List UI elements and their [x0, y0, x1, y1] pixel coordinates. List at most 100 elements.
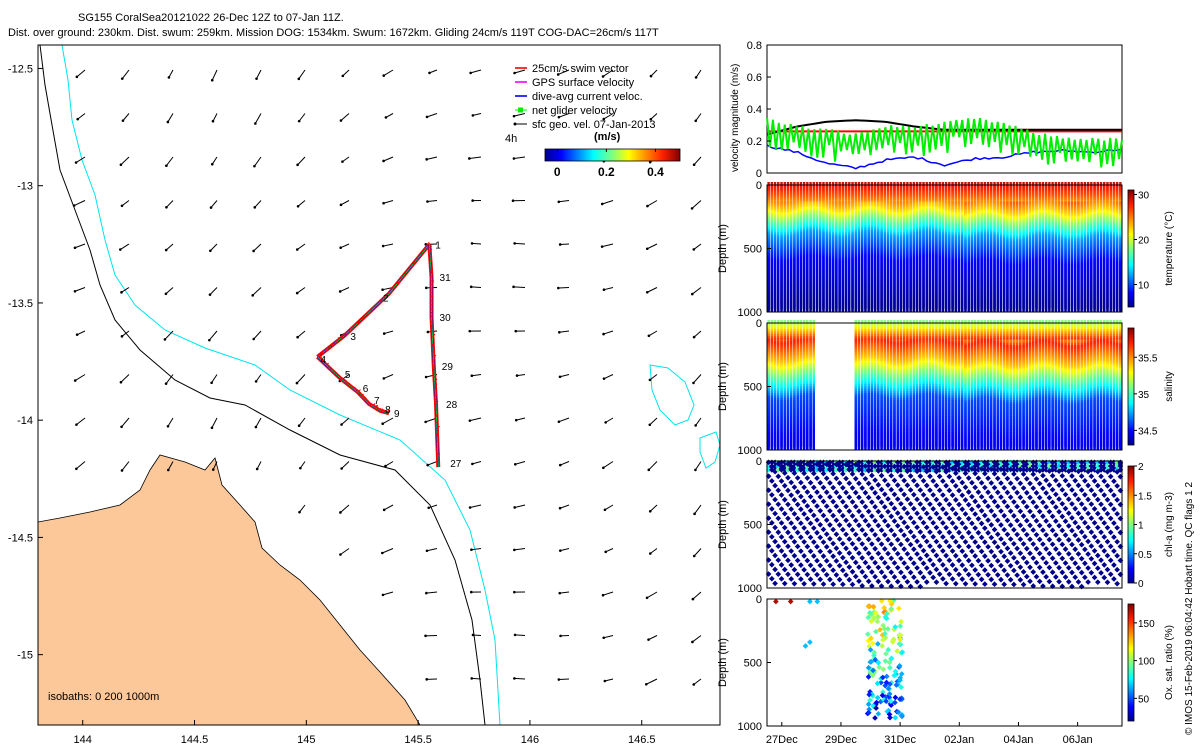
swim-vector-tick — [327, 346, 332, 349]
swim-vector-tick — [404, 271, 407, 274]
geo-velocity-arrow — [425, 113, 438, 119]
geo-velocity-arrow — [164, 243, 174, 252]
geo-velocity-arrow — [210, 374, 218, 385]
geo-velocity-arrow — [339, 548, 350, 556]
velocity-series-dive-avg-current — [766, 144, 1123, 170]
swim-vector-tick — [383, 409, 386, 413]
geo-velocity-arrow — [252, 330, 262, 341]
section-sample — [896, 306, 899, 313]
geo-velocity-arrow — [647, 330, 658, 338]
map-ytick-label: -13.5 — [8, 298, 33, 310]
map-xtick-label: 146 — [521, 734, 539, 746]
geo-velocity-arrow — [164, 287, 174, 296]
legend-label: dive-avg current veloc. — [532, 91, 643, 103]
geo-velocity-arrow — [556, 69, 570, 76]
geo-velocity-arrow — [468, 329, 482, 333]
velocity-ytick-label: 0.8 — [747, 40, 762, 52]
geo-velocity-arrow — [694, 69, 702, 79]
swim-vector-tick — [357, 320, 361, 324]
geo-velocity-arrow — [513, 69, 526, 75]
swim-vector-tick — [367, 401, 370, 404]
section-sample — [870, 306, 874, 313]
geo-velocity-arrow — [558, 243, 570, 246]
geo-velocity-arrow — [296, 330, 306, 339]
section-sample — [857, 306, 861, 313]
section-sample — [854, 306, 857, 313]
geo-velocity-arrow — [426, 200, 438, 203]
geo-velocity-arrow — [471, 633, 482, 637]
geo-velocity-arrow — [120, 417, 130, 429]
swim-vector-tick — [333, 342, 336, 345]
figure-subtitle: Dist. over ground: 230km. Dist. swum: 25… — [8, 27, 659, 39]
geo-velocity-arrow — [559, 634, 570, 638]
geo-velocity-arrow — [692, 678, 702, 686]
geo-velocity-arrow — [382, 330, 394, 335]
geo-velocity-arrow — [603, 678, 614, 683]
reef-outline — [649, 364, 695, 426]
geo-velocity-arrow — [120, 287, 130, 294]
section-sample — [919, 306, 922, 313]
geo-velocity-arrow — [296, 200, 306, 208]
legend-label: GPS surface velocity — [532, 77, 635, 89]
section-sample — [809, 306, 812, 313]
geo-velocity-arrow — [694, 461, 702, 472]
geo-velocity-arrow — [297, 69, 306, 81]
map-xtick-label: 145.5 — [404, 734, 432, 746]
geo-velocity-arrow — [512, 156, 526, 160]
geo-velocity-arrow — [514, 329, 526, 333]
isobath-label: isobaths: 0 200 1000m — [48, 691, 159, 703]
geo-velocity-arrow — [690, 287, 702, 296]
swim-vector-tick — [361, 316, 366, 320]
geo-velocity-arrow — [602, 374, 614, 380]
geo-velocity-arrow — [428, 69, 438, 75]
geo-velocity-arrow — [558, 461, 570, 467]
geo-velocity-arrow — [72, 200, 86, 207]
swim-vector-tick — [432, 333, 436, 338]
geo-velocity-arrow — [120, 200, 130, 208]
swim-vector-tick — [361, 393, 364, 397]
geo-velocity-arrow — [384, 113, 394, 119]
geo-velocity-arrow — [468, 417, 482, 422]
map-xtick-label: 144 — [74, 734, 92, 746]
swim-vector-tick — [374, 304, 377, 307]
swim-vector-tick — [374, 404, 377, 408]
geo-velocity-arrow — [691, 635, 702, 644]
swim-vector-tick — [430, 275, 432, 278]
geo-velocity-arrow — [470, 374, 482, 377]
section-sample — [841, 306, 845, 313]
geo-velocity-arrow — [297, 113, 306, 123]
geo-velocity-arrow — [120, 330, 130, 338]
section-sample — [928, 306, 932, 313]
geo-velocity-arrow — [558, 374, 570, 379]
geo-velocity-arrow — [558, 548, 570, 552]
geo-velocity-arrow — [603, 504, 614, 512]
swim-vector-tick — [353, 386, 356, 390]
geo-velocity-arrow — [120, 69, 130, 80]
geo-velocity-arrow — [299, 461, 306, 470]
geo-velocity-arrow — [514, 417, 526, 422]
geo-velocity-arrow — [211, 461, 218, 471]
swim-vector-tick — [433, 364, 436, 367]
geo-velocity-arrow — [381, 417, 394, 426]
geo-velocity-arrow — [692, 330, 702, 339]
swim-vector-tick — [435, 408, 438, 411]
geo-velocity-arrow — [513, 504, 526, 509]
legend-label: sfc geo. vel. 07-Jan-2013 — [532, 119, 656, 131]
geo-velocity-arrow — [425, 548, 438, 553]
section-sample — [848, 306, 851, 313]
geo-velocity-arrow — [73, 374, 86, 382]
swim-vector-tick — [432, 349, 436, 352]
geo-velocity-arrow — [558, 330, 570, 334]
geo-velocity-arrow — [298, 504, 306, 514]
section-sample — [796, 306, 799, 313]
section-sample — [812, 306, 815, 313]
geo-velocity-arrow — [471, 199, 482, 202]
velocity-ytick-label: 0 — [756, 168, 762, 180]
geo-velocity-arrow — [600, 243, 614, 248]
swim-vector-tick — [430, 323, 433, 328]
geo-velocity-arrow — [75, 417, 86, 426]
reef-outline-2 — [699, 431, 720, 469]
geo-velocity-arrow — [513, 242, 526, 245]
section-sample — [815, 306, 819, 313]
